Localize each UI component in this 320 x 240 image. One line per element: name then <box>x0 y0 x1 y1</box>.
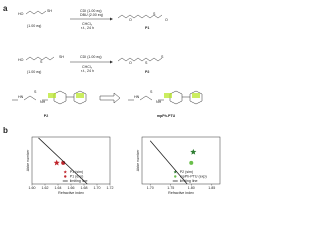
circle-point <box>189 160 194 165</box>
condition: CHCl₃ <box>82 22 93 26</box>
x-axis-label: Refractive index <box>168 191 194 195</box>
atom: SH <box>47 9 52 13</box>
bond <box>25 56 55 61</box>
legend-label: mpPh-PTU (exp) <box>180 174 207 178</box>
legend-swatch <box>173 170 177 174</box>
legend-swatch <box>64 175 67 178</box>
amount: (1.00 eq) <box>27 70 41 74</box>
atom: NH <box>40 100 46 104</box>
polymer-label: P2 <box>44 114 48 118</box>
limiting-line <box>38 137 88 185</box>
atom: S <box>153 12 156 16</box>
figure: a HO SH (1.00 eq) CDI (1.00 eq) DBU (2.0… <box>3 4 221 195</box>
arrow-head <box>110 60 113 64</box>
x-tick-label: 1.80 <box>188 186 195 190</box>
x-tick-label: 1.62 <box>42 186 49 190</box>
bond <box>25 10 47 15</box>
x-tick-label: 1.60 <box>29 186 36 190</box>
legend-label: P2 (sim) <box>180 170 193 174</box>
panel-label: a <box>3 4 8 13</box>
x-tick-label: 1.64 <box>55 186 62 190</box>
atom: S <box>150 90 153 94</box>
page: a HO SH (1.00 eq) CDI (1.00 eq) DBU (2.0… <box>3 4 221 195</box>
atom: HN <box>18 95 24 99</box>
panel-label: b <box>3 126 8 135</box>
condition: r.t., 24 h <box>81 69 94 73</box>
x-tick-label: 1.66 <box>68 186 75 190</box>
legend-label: P1 (sim) <box>70 170 83 174</box>
atom: NH <box>156 100 162 104</box>
legend-swatch <box>174 175 177 178</box>
condition: CHCl₃ <box>82 65 93 69</box>
reagent: CDI (1.00 eq) <box>80 55 102 59</box>
polymer-structure <box>12 90 87 105</box>
atom: S <box>34 90 37 94</box>
reagent: DBU (2.00 eq) <box>80 13 103 17</box>
star-point <box>53 159 60 166</box>
legend-label: P1 (exp) <box>70 174 84 178</box>
atom: S <box>40 60 43 64</box>
atom: O <box>129 18 132 22</box>
atom: S <box>161 55 164 59</box>
atom: HO <box>18 58 24 62</box>
atom: S <box>145 61 148 65</box>
x-tick-label: 1.75 <box>167 186 174 190</box>
x-tick-label: 1.70 <box>147 186 154 190</box>
x-tick-label: 1.70 <box>94 186 101 190</box>
x-tick-label: 1.72 <box>107 186 114 190</box>
reagent: CDI (1.00 eq) <box>80 9 102 13</box>
polymer-label: mpPh-PTU <box>157 114 176 118</box>
polymer-structure <box>128 90 203 105</box>
atom: O <box>165 18 168 22</box>
amount: (1.00 eq) <box>27 24 41 28</box>
product-label: P2 <box>145 70 149 74</box>
x-tick-label: 1.68 <box>81 186 88 190</box>
limiting-line <box>149 140 188 185</box>
y-axis-label: Abbe number <box>26 149 30 171</box>
y-axis-label: Abbe number <box>136 149 140 171</box>
atom: SH <box>59 55 64 59</box>
product-label: P1 <box>145 26 149 30</box>
bond <box>117 14 163 19</box>
atom: HO <box>18 12 24 16</box>
condition: r.t., 24 h <box>81 26 94 30</box>
star-point <box>190 148 197 155</box>
arrow-head <box>110 17 113 21</box>
plot-frame <box>141 136 221 185</box>
bond <box>117 57 163 62</box>
x-axis-label: Refractive index <box>58 191 84 195</box>
legend-swatch <box>63 170 67 174</box>
transform-arrow <box>99 92 121 104</box>
x-tick-label: 1.85 <box>208 186 215 190</box>
legend-label: limiting line <box>180 179 198 183</box>
atom: HN <box>134 95 140 99</box>
legend-label: limiting line <box>70 179 88 183</box>
atom: O <box>129 61 132 65</box>
